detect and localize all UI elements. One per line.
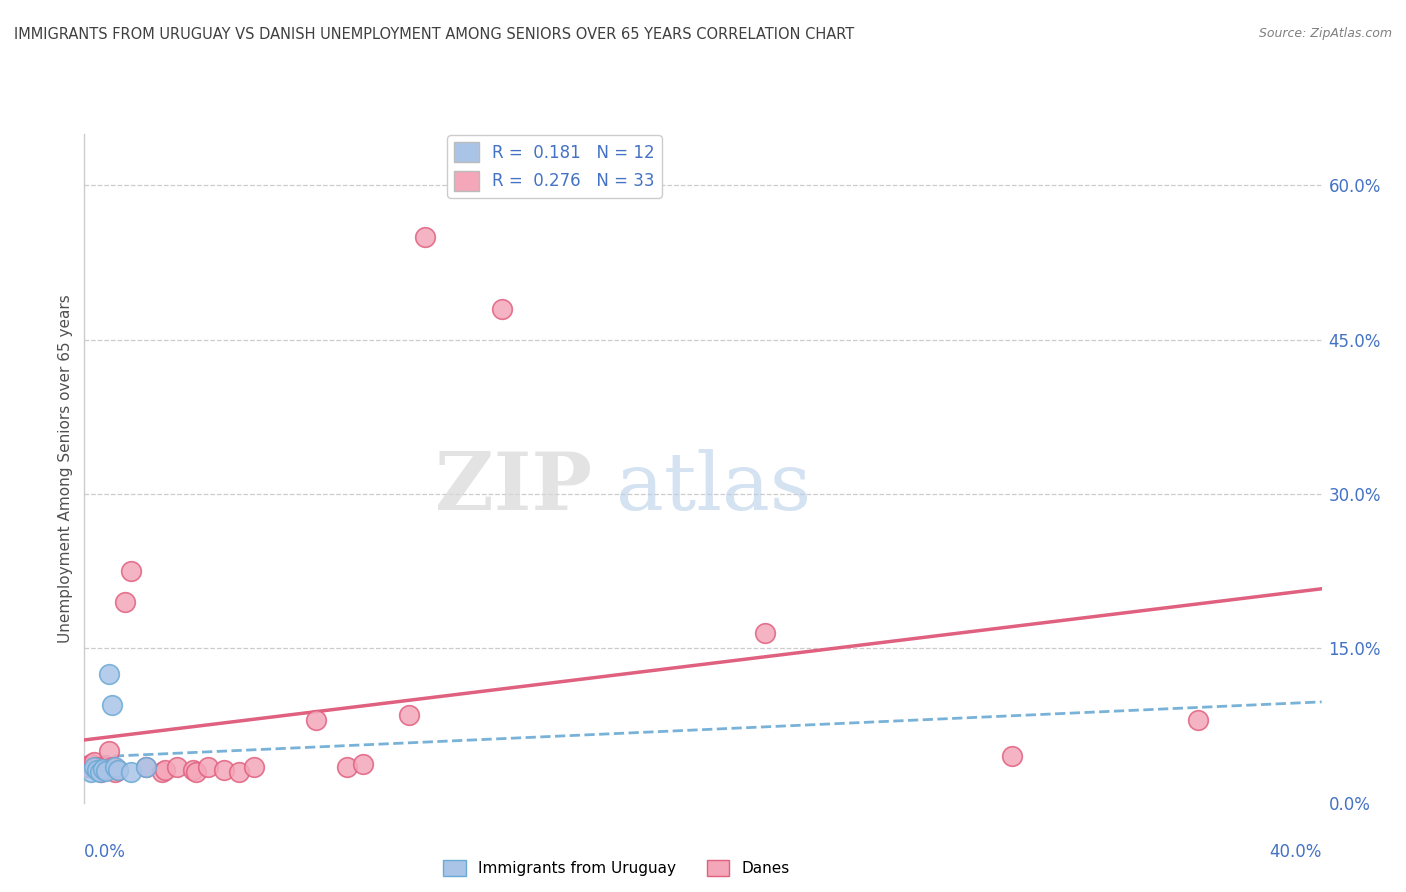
Point xyxy=(305,714,328,728)
Text: ZIP: ZIP xyxy=(434,450,592,527)
Point xyxy=(153,763,176,777)
Point xyxy=(91,762,114,776)
Point xyxy=(491,301,513,316)
Point xyxy=(413,229,436,244)
Point xyxy=(98,744,121,758)
Point xyxy=(101,760,124,774)
Point xyxy=(1001,749,1024,764)
Text: IMMIGRANTS FROM URUGUAY VS DANISH UNEMPLOYMENT AMONG SENIORS OVER 65 YEARS CORRE: IMMIGRANTS FROM URUGUAY VS DANISH UNEMPL… xyxy=(14,27,855,42)
Point xyxy=(243,760,266,774)
Text: atlas: atlas xyxy=(616,450,811,527)
Point xyxy=(135,760,157,774)
Point xyxy=(212,763,235,777)
Point xyxy=(754,626,776,640)
Point xyxy=(150,764,173,779)
Point xyxy=(90,764,112,779)
Point xyxy=(120,564,142,578)
Point xyxy=(104,760,127,774)
Point xyxy=(86,763,108,777)
Point xyxy=(79,756,101,771)
Y-axis label: Unemployment Among Seniors over 65 years: Unemployment Among Seniors over 65 years xyxy=(58,294,73,642)
Point xyxy=(83,760,105,774)
Point xyxy=(352,756,374,771)
Point xyxy=(83,755,105,769)
Point xyxy=(166,760,188,774)
Point xyxy=(135,760,157,774)
Point xyxy=(94,763,117,777)
Point xyxy=(86,760,108,774)
Point xyxy=(89,763,111,777)
Point xyxy=(79,764,101,779)
Point xyxy=(98,667,121,681)
Point xyxy=(181,763,204,777)
Point xyxy=(184,764,207,779)
Point xyxy=(94,764,117,778)
Point xyxy=(1187,714,1209,728)
Point xyxy=(120,764,142,779)
Point xyxy=(197,760,219,774)
Point xyxy=(104,764,127,779)
Text: 0.0%: 0.0% xyxy=(84,843,127,861)
Legend: R =  0.181   N = 12, R =  0.276   N = 33: R = 0.181 N = 12, R = 0.276 N = 33 xyxy=(447,136,662,198)
Point xyxy=(228,764,250,779)
Point xyxy=(398,708,420,723)
Point xyxy=(114,595,136,609)
Point xyxy=(101,698,124,712)
Point xyxy=(107,763,129,777)
Text: 40.0%: 40.0% xyxy=(1270,843,1322,861)
Point xyxy=(91,760,114,774)
Point xyxy=(76,760,98,774)
Point xyxy=(107,763,129,777)
Point xyxy=(89,764,111,779)
Text: Source: ZipAtlas.com: Source: ZipAtlas.com xyxy=(1258,27,1392,40)
Point xyxy=(336,760,359,774)
